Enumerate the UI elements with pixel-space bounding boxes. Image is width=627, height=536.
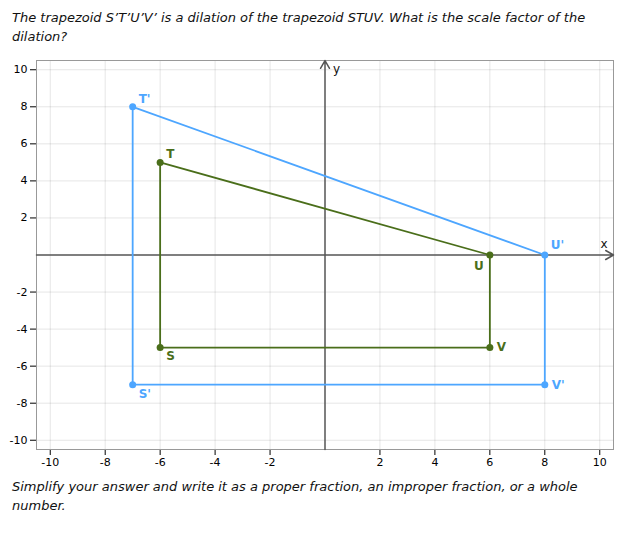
svg-text:-8: -8: [17, 397, 28, 410]
svg-text:6: 6: [486, 456, 493, 469]
svg-text:-6: -6: [155, 456, 166, 469]
svg-text:V: V: [497, 340, 507, 354]
svg-text:-10: -10: [10, 434, 28, 447]
svg-text:-2: -2: [265, 456, 276, 469]
html-text:The trapezoid S’T’U’V’ is a di: The trapezoid S’T’U’V’ is a dilation of …: [12, 10, 586, 25]
svg-text:-2: -2: [17, 286, 28, 299]
svg-text:2: 2: [376, 456, 383, 469]
svg-text:10: 10: [14, 63, 28, 76]
svg-text:T': T': [139, 92, 151, 106]
svg-text:-10: -10: [41, 456, 59, 469]
svg-text:-4: -4: [210, 456, 221, 469]
svg-text:10: 10: [593, 456, 607, 469]
svg-text:y: y: [333, 62, 340, 76]
svg-text:8: 8: [541, 456, 548, 469]
svg-text:-4: -4: [17, 323, 28, 336]
svg-text:-8: -8: [100, 456, 111, 469]
svg-text:V': V': [552, 378, 565, 392]
html-text:Simplify your answer and write: Simplify your answer and write it as a p…: [12, 479, 578, 494]
svg-text:-6: -6: [17, 360, 28, 373]
svg-text:x: x: [600, 237, 607, 251]
svg-text:S: S: [166, 349, 175, 363]
svg-text:4: 4: [21, 174, 28, 187]
svg-text:U': U': [551, 238, 564, 252]
html-text:number.: number.: [12, 498, 66, 513]
svg-text:8: 8: [21, 100, 28, 113]
svg-text:6: 6: [21, 137, 28, 150]
svg-text:2: 2: [21, 211, 28, 224]
svg-text:U: U: [474, 259, 484, 273]
svg-text:S': S': [139, 387, 151, 401]
svg-text:4: 4: [431, 456, 438, 469]
svg-text:T: T: [166, 147, 175, 161]
html-text:dilation?: dilation?: [12, 29, 68, 44]
